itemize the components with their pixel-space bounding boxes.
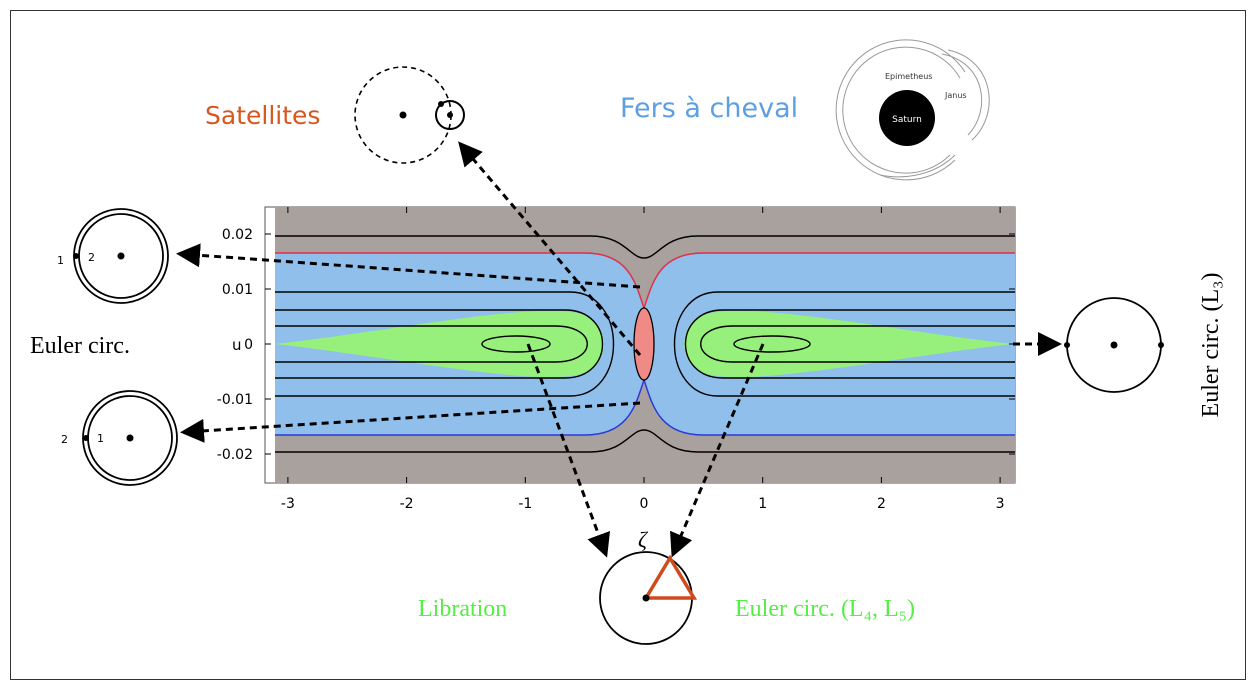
horseshoe-label: Fers à cheval bbox=[620, 93, 798, 124]
planet-label: 1 bbox=[57, 254, 64, 267]
dot bbox=[126, 434, 134, 442]
epimetheus-label: Epimetheus bbox=[885, 72, 932, 81]
frame bbox=[10, 10, 1246, 680]
x-tick-label: 0 bbox=[640, 496, 649, 512]
dot bbox=[447, 112, 453, 118]
dot bbox=[399, 111, 407, 119]
y-tick-label: 0 bbox=[244, 337, 253, 353]
arrows bbox=[176, 141, 1062, 558]
planet-label: 1 bbox=[97, 432, 104, 445]
zeta-label: ζ bbox=[638, 527, 649, 552]
dot bbox=[1110, 341, 1118, 349]
ticks: -3 -2 -1 0 1 2 3 0.02 0.01 0 -0.01 -0.02 bbox=[217, 207, 1015, 512]
euler-l3-label: Euler circ. (L₃) bbox=[1198, 273, 1224, 418]
dot bbox=[1064, 342, 1070, 348]
y-tick-label: 0.02 bbox=[222, 227, 253, 243]
saturn-label: Saturn bbox=[892, 115, 922, 125]
y-tick-label: 0.01 bbox=[222, 282, 253, 298]
dot bbox=[117, 252, 125, 260]
dot bbox=[83, 435, 89, 441]
triangle bbox=[642, 554, 698, 600]
x-tick-label: -3 bbox=[281, 496, 295, 512]
y-tick-label: -0.01 bbox=[217, 392, 253, 408]
x-tick-label: 3 bbox=[996, 496, 1005, 512]
phase-plot: u -3 -2 -1 0 1 2 3 0.02 0.01 0 -0.01 -0.02 bbox=[217, 206, 1016, 512]
euler-l4-l5-label: Euler circ. (L₄, L₅) bbox=[735, 596, 915, 622]
planet-label: 2 bbox=[88, 251, 95, 264]
y-tick-label: -0.02 bbox=[217, 447, 253, 463]
dot bbox=[73, 253, 79, 259]
x-tick-label: -1 bbox=[518, 496, 532, 512]
dot bbox=[1158, 342, 1164, 348]
planet-label: 2 bbox=[61, 433, 68, 446]
dot bbox=[642, 594, 650, 602]
satellites-label: Satellites bbox=[205, 101, 320, 130]
x-tick-label: 1 bbox=[758, 496, 767, 512]
x-tick-label: -2 bbox=[400, 496, 414, 512]
dot bbox=[438, 101, 444, 107]
euler-label: Euler circ. bbox=[30, 333, 130, 359]
orbit bbox=[435, 100, 465, 130]
y-axis-label: u bbox=[232, 336, 242, 354]
x-tick-label: 2 bbox=[877, 496, 886, 512]
libration-label: Libration bbox=[418, 596, 507, 622]
janus-label: Janus bbox=[944, 91, 967, 100]
saturn-inset: Saturn Epimetheus Janus bbox=[835, 39, 990, 181]
